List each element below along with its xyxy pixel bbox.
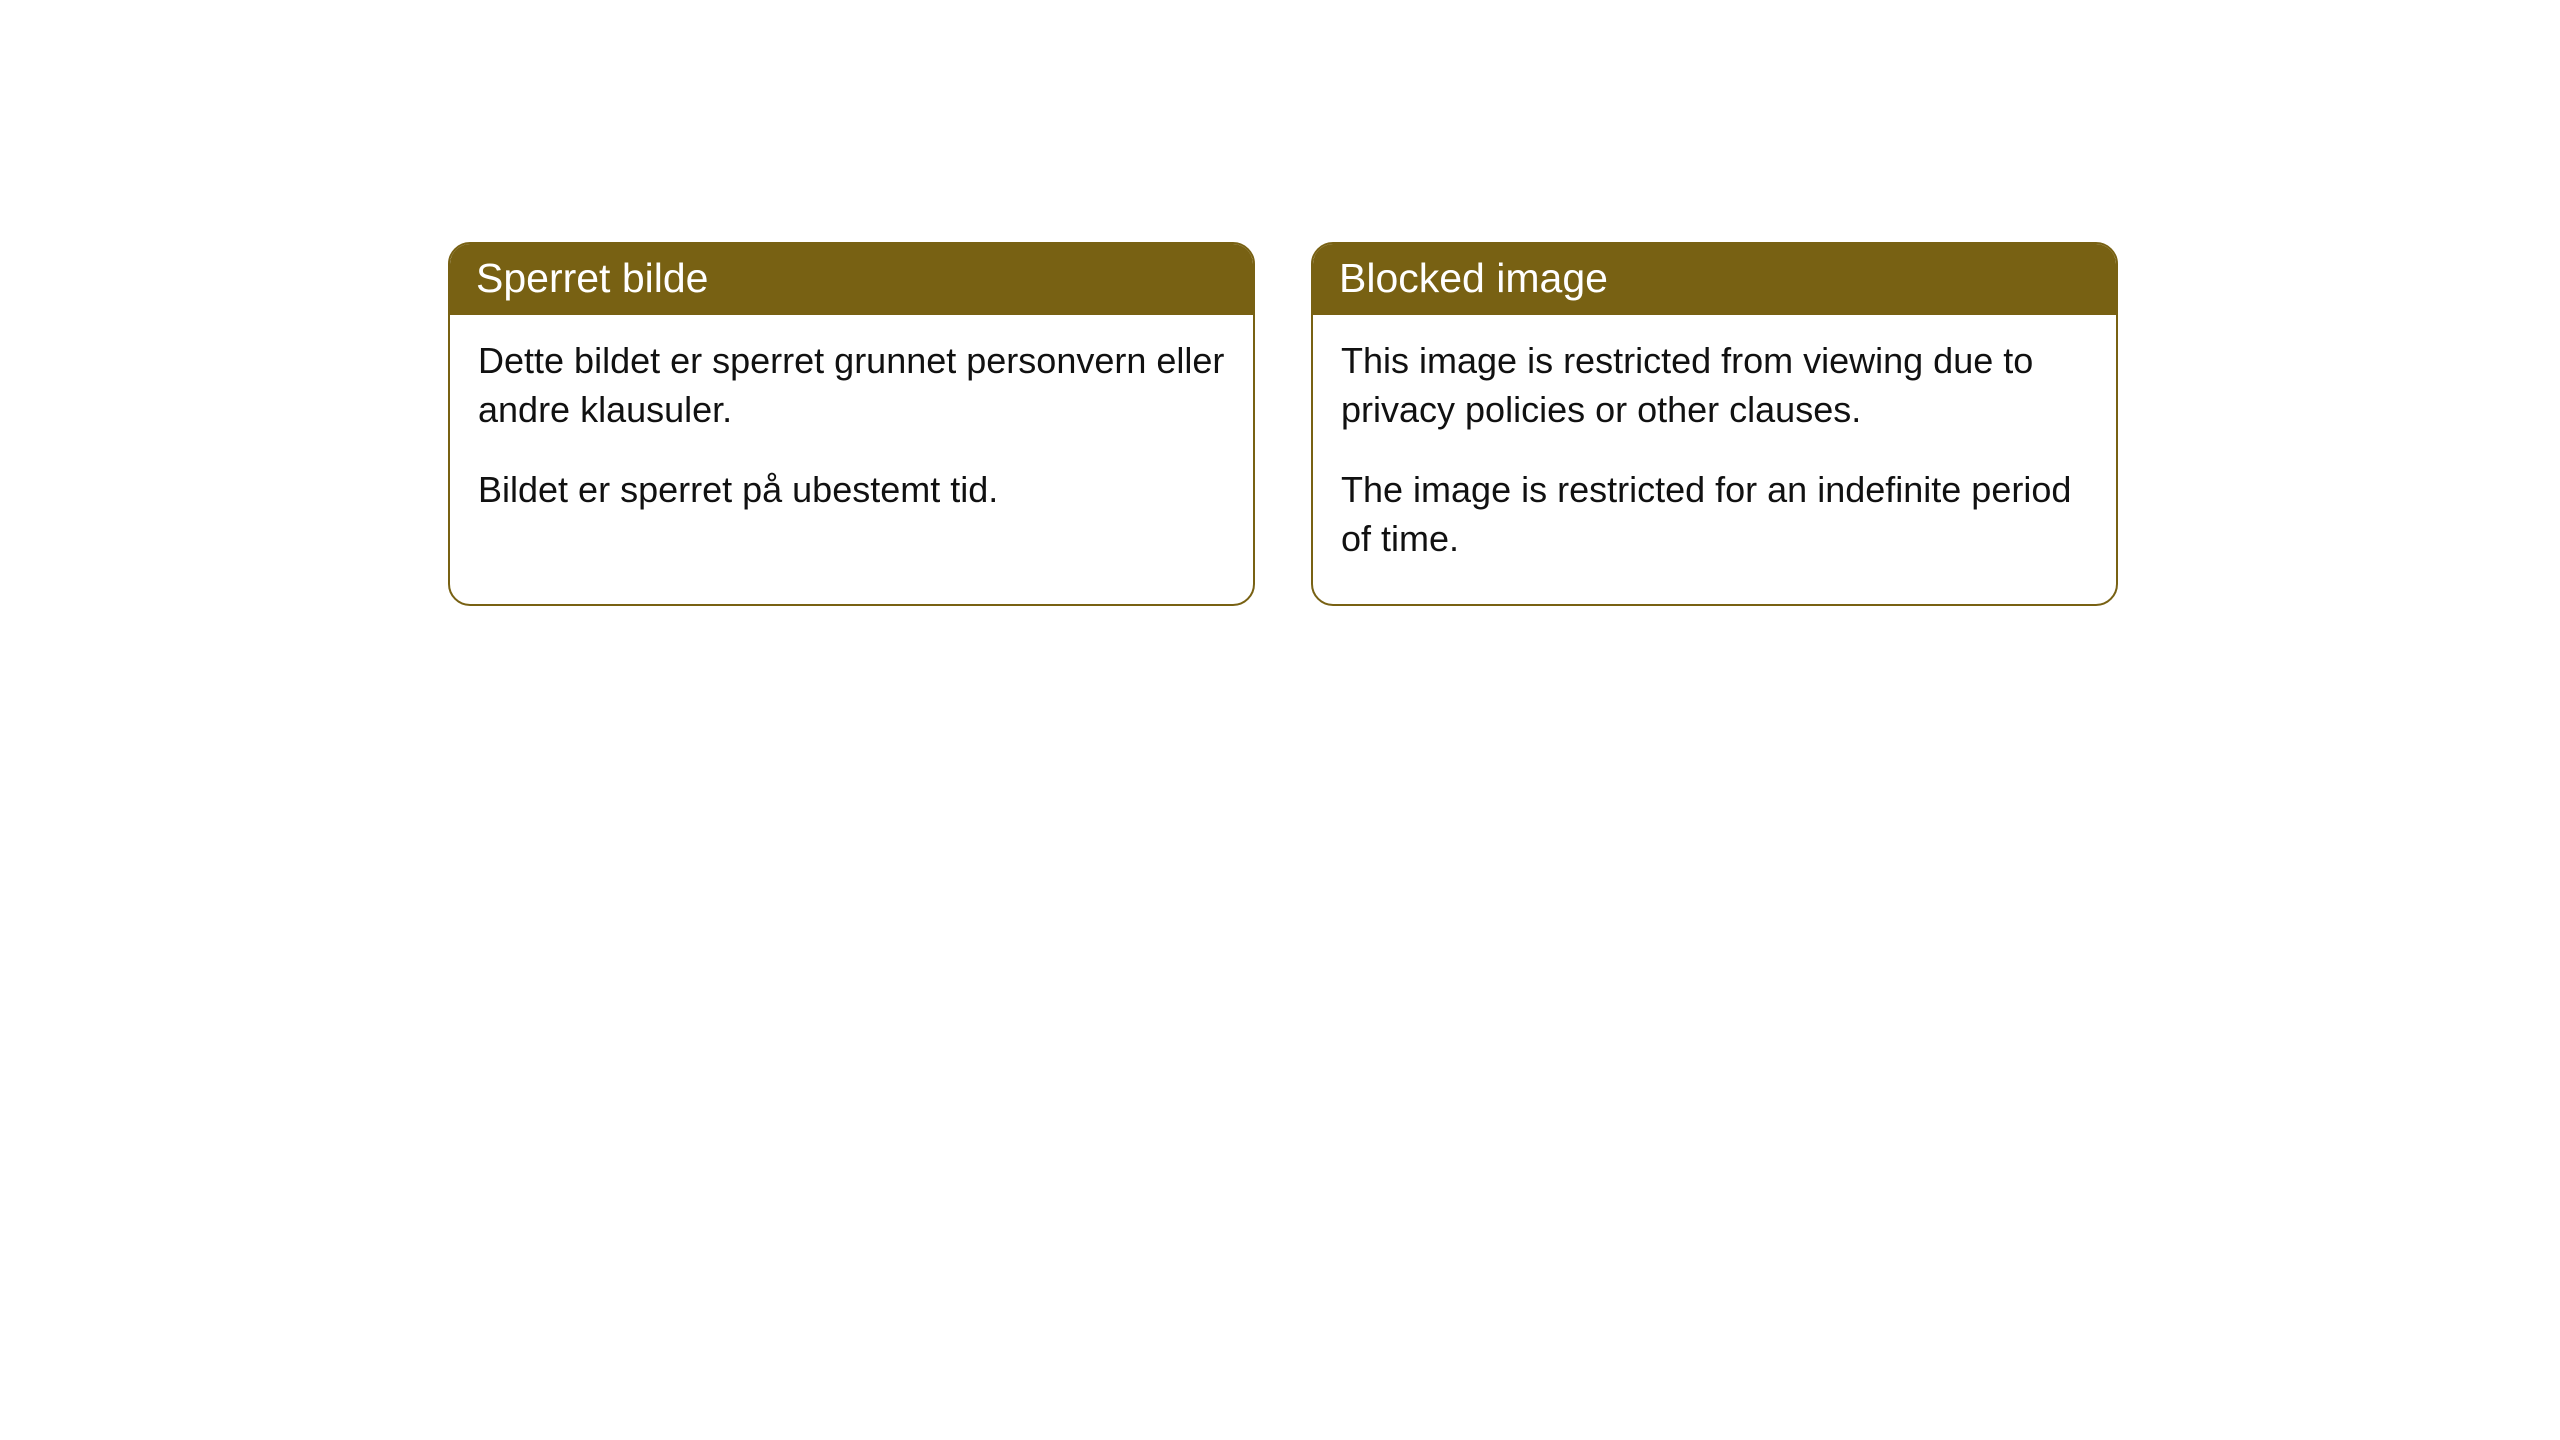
card-paragraph: Bildet er sperret på ubestemt tid.: [478, 466, 1225, 515]
card-norwegian: Sperret bilde Dette bildet er sperret gr…: [448, 242, 1255, 606]
card-english: Blocked image This image is restricted f…: [1311, 242, 2118, 606]
card-header-english: Blocked image: [1313, 244, 2116, 315]
card-paragraph: This image is restricted from viewing du…: [1341, 337, 2088, 434]
card-header-norwegian: Sperret bilde: [450, 244, 1253, 315]
card-paragraph: The image is restricted for an indefinit…: [1341, 466, 2088, 563]
card-body-norwegian: Dette bildet er sperret grunnet personve…: [450, 315, 1253, 555]
cards-container: Sperret bilde Dette bildet er sperret gr…: [0, 0, 2560, 606]
card-body-english: This image is restricted from viewing du…: [1313, 315, 2116, 603]
card-paragraph: Dette bildet er sperret grunnet personve…: [478, 337, 1225, 434]
